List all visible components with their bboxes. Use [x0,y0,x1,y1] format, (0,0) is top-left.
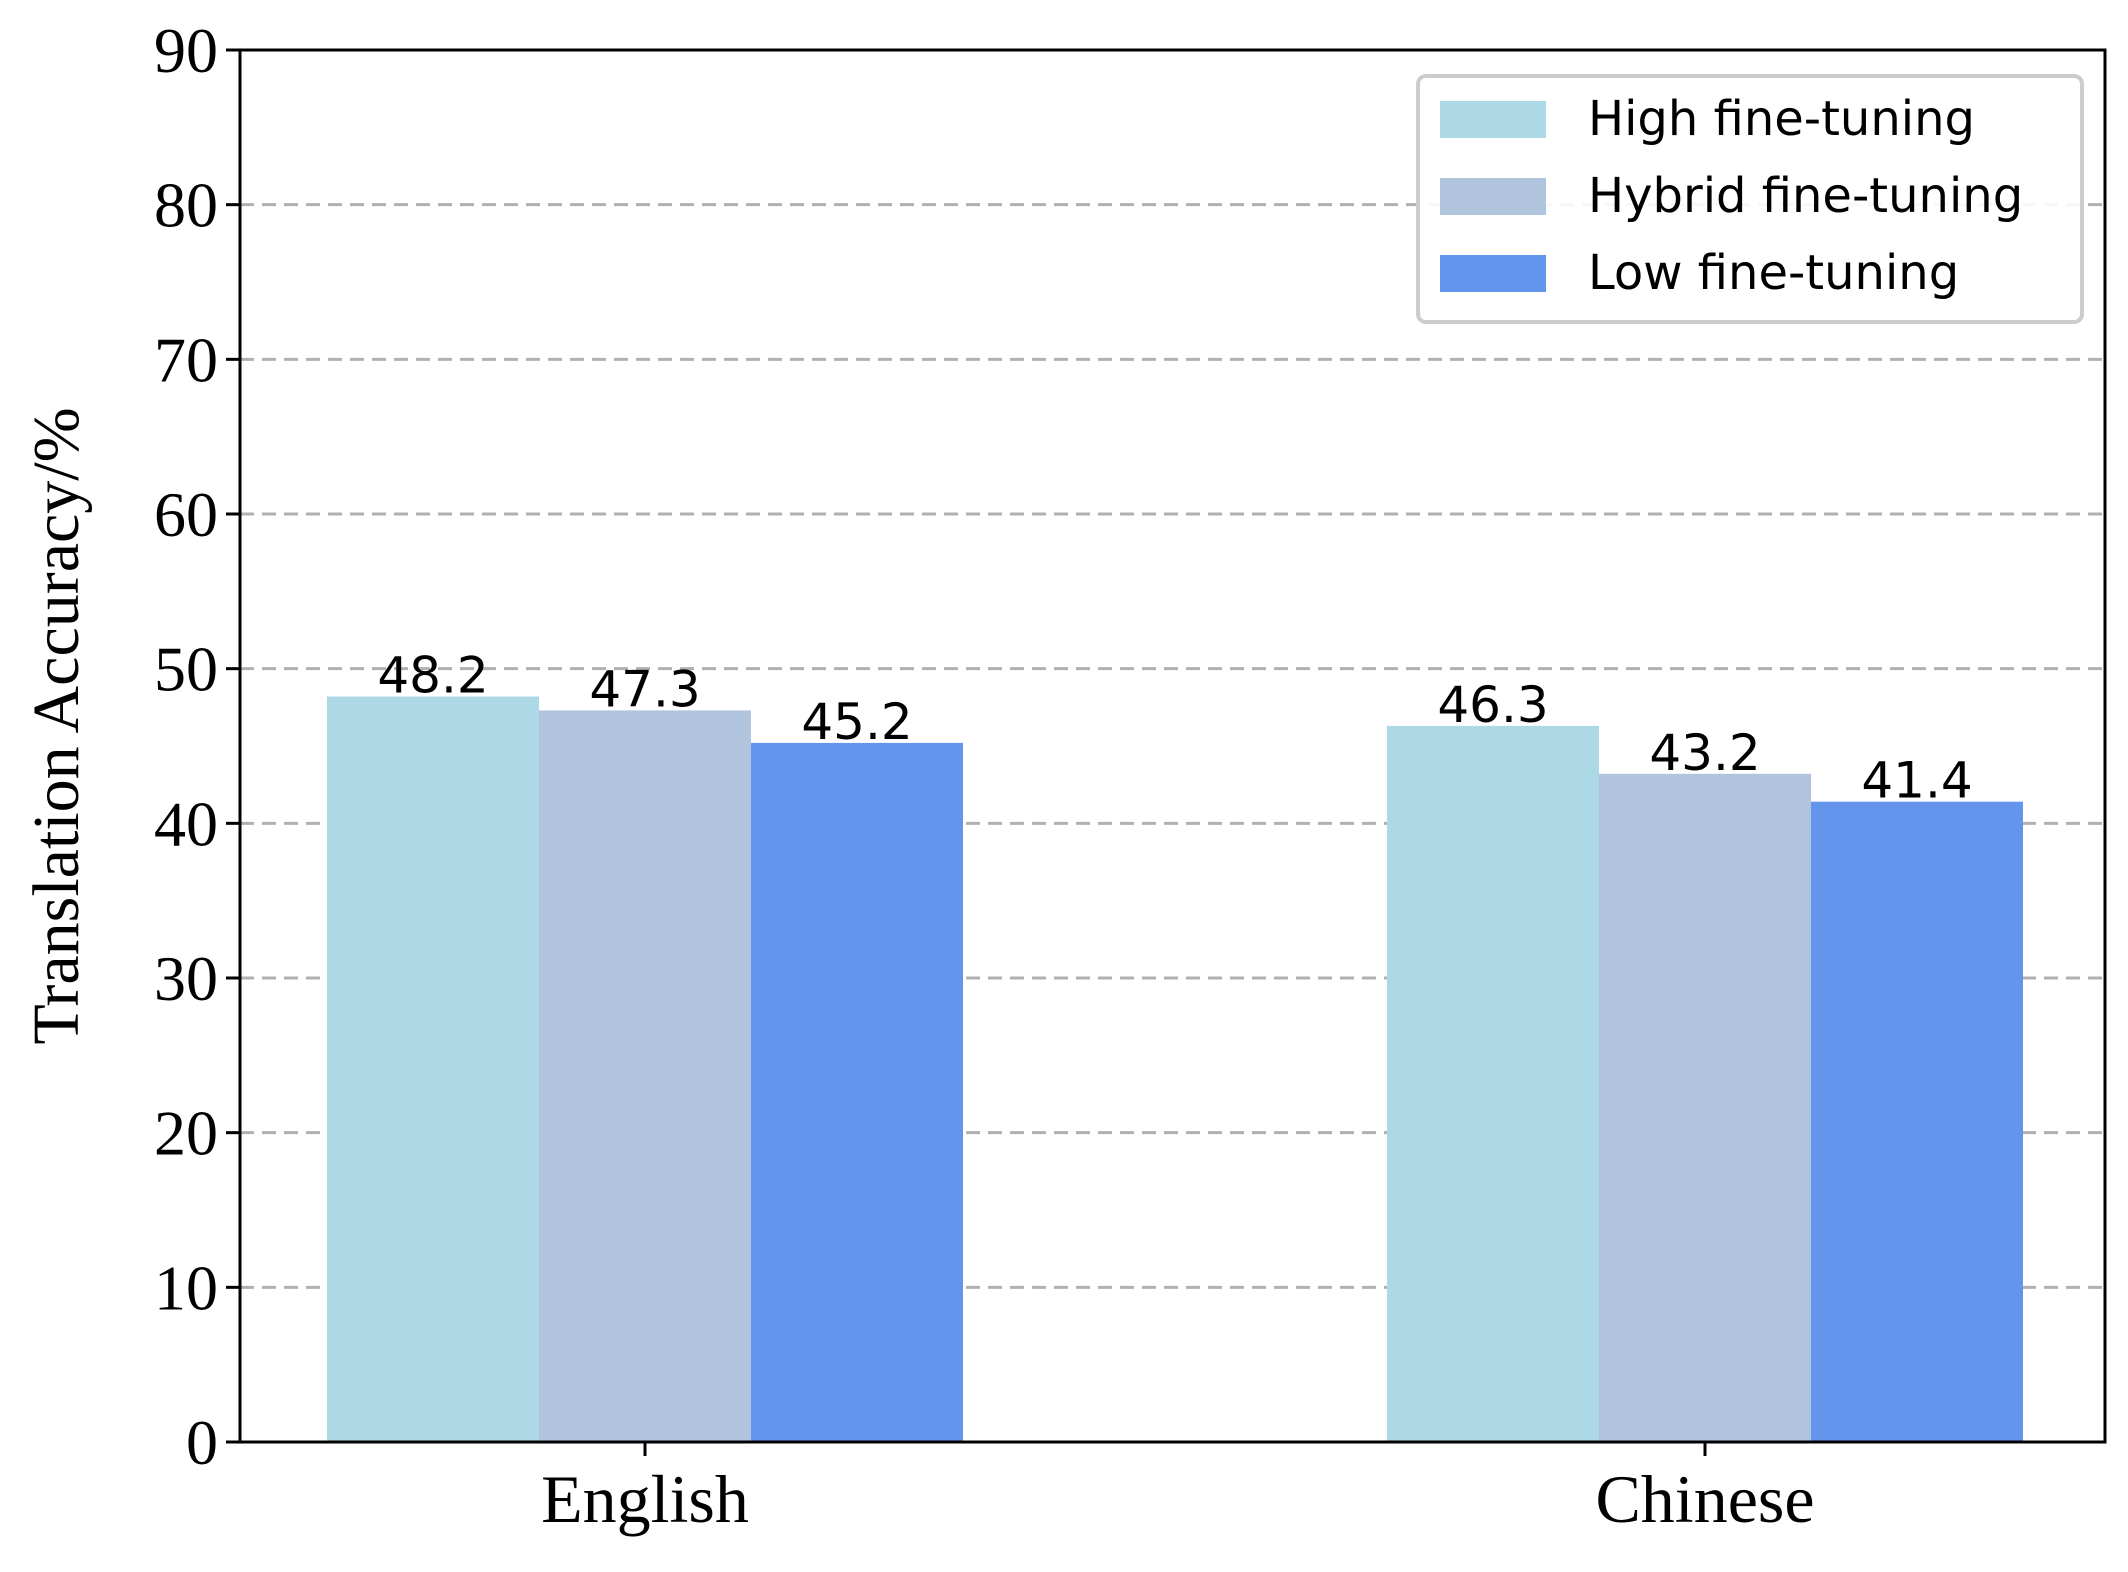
bar-value-label: 46.3 [1437,676,1548,734]
y-tick-label: 70 [154,324,218,395]
y-tick-label: 0 [186,1407,218,1478]
y-tick-label: 30 [154,943,218,1014]
legend-swatch [1440,178,1546,215]
x-axis-ticks: English Chinese [541,1442,1815,1537]
bar-value-label: 45.2 [801,693,912,751]
y-tick-label: 80 [154,170,218,241]
legend-label: Low fine-tuning [1588,245,1959,301]
y-tick-label: 10 [154,1252,218,1323]
legend-swatch [1440,255,1546,292]
y-tick-label: 20 [154,1098,218,1169]
y-tick-label: 90 [154,15,218,86]
data-labels: 48.2 47.3 45.2 46.3 43.2 41.4 [377,647,1972,810]
y-tick-label: 40 [154,788,218,859]
legend: High fine-tuning Hybrid fine-tuning Low fi… [1416,74,2084,324]
x-category-label: Chinese [1595,1461,1814,1537]
bar [751,742,963,1442]
legend-label: High fine-tuning [1588,91,1975,147]
legend-label: Hybrid fine-tuning [1588,168,2023,224]
bar [327,696,539,1442]
legend-box [1416,74,2084,324]
bar [539,710,751,1442]
bar-value-label: 48.2 [377,647,488,705]
y-axis-title: Translation Accuracy/% [20,407,93,1044]
legend-swatch [1440,101,1546,138]
y-tick-label: 50 [154,634,218,705]
x-category-label: English [541,1461,749,1537]
bar [1599,773,1811,1442]
y-tick-label: 60 [154,479,218,550]
bar-value-label: 43.2 [1649,724,1760,782]
bar [1811,801,2023,1442]
bar-value-label: 41.4 [1861,752,1972,810]
y-axis-ticks: 0 10 20 30 40 50 60 70 80 90 [154,15,240,1478]
bar [1387,725,1599,1442]
plot-frame [238,48,2107,1444]
bar-value-label: 47.3 [589,660,700,718]
bars [327,696,2023,1442]
